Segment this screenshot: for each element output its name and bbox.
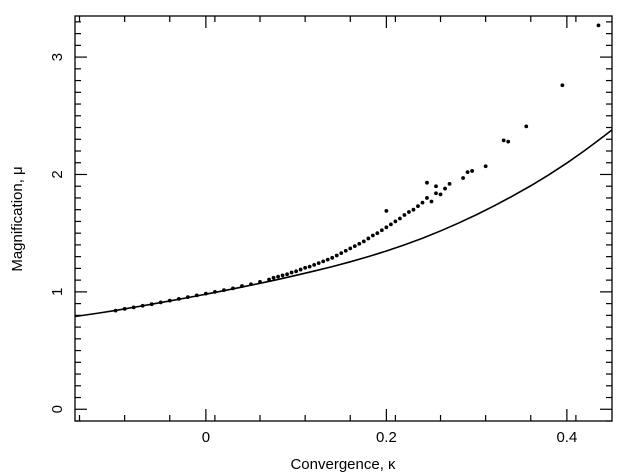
data-point (388, 222, 393, 227)
axis-ticks (75, 16, 612, 422)
data-point (379, 228, 384, 233)
data-point (361, 239, 366, 244)
data-point (158, 300, 163, 305)
y-tick-label: 1 (49, 288, 66, 296)
data-point (443, 186, 447, 191)
data-point (113, 308, 118, 313)
data-point (258, 279, 262, 284)
data-point (357, 241, 362, 246)
data-point (425, 196, 429, 200)
data-point (212, 289, 217, 294)
data-point (384, 225, 389, 230)
data-point (325, 257, 330, 262)
data-point (348, 246, 353, 251)
data-point (596, 23, 601, 28)
data-point (506, 139, 511, 144)
data-point (240, 284, 244, 288)
data-point (461, 176, 465, 180)
data-point (249, 282, 253, 287)
data-point (434, 184, 438, 189)
data-point (393, 219, 398, 224)
model-curve (74, 129, 613, 318)
data-point (438, 192, 443, 197)
tick-labels: 0 0.2 0.4 0 1 2 3 (49, 53, 577, 446)
data-point (411, 207, 416, 212)
data-point (298, 267, 303, 272)
data-point (321, 259, 326, 264)
data-point (185, 295, 190, 300)
data-point (366, 236, 371, 241)
data-point (285, 272, 289, 277)
data-point (231, 286, 235, 291)
data-point (560, 83, 565, 88)
data-point (294, 269, 299, 274)
data-point (276, 274, 280, 279)
data-point (194, 293, 199, 298)
data-point (343, 248, 348, 253)
data-point (339, 251, 344, 256)
data-point (149, 302, 154, 307)
data-point (267, 277, 271, 282)
x-axis-title: Convergence, κ (290, 456, 396, 473)
data-point (330, 255, 335, 260)
data-point (271, 275, 276, 280)
data-point (470, 169, 475, 173)
data-point (429, 199, 434, 204)
data-point (131, 305, 136, 310)
data-point (316, 261, 321, 266)
data-point (402, 213, 407, 217)
data-point (222, 288, 226, 293)
data-point (501, 138, 506, 143)
data-point (465, 170, 470, 175)
data-point (407, 210, 411, 214)
data-point (416, 204, 420, 209)
x-tick-label: 0 (202, 429, 210, 446)
data-point (370, 233, 375, 238)
data-point (375, 231, 380, 236)
data-point (434, 191, 438, 196)
data-point (203, 291, 208, 296)
data-point (420, 200, 425, 205)
data-point (384, 208, 389, 213)
data-point (425, 180, 429, 185)
plot-frame (74, 15, 613, 422)
data-point (398, 216, 402, 221)
data-point (176, 297, 181, 301)
x-tick-label: 0.4 (556, 429, 577, 446)
y-axis-title: Magnification, μ (9, 166, 26, 271)
data-point (167, 298, 172, 303)
x-tick-label: 0.2 (376, 429, 397, 446)
y-tick-label: 0 (49, 405, 66, 413)
data-point (524, 124, 529, 129)
scatter-points (113, 23, 601, 313)
y-tick-label: 3 (49, 53, 66, 61)
data-point (447, 181, 452, 186)
data-point (122, 306, 127, 311)
data-point (280, 273, 285, 278)
data-point (307, 264, 312, 269)
data-point (312, 262, 317, 267)
data-point (303, 265, 308, 270)
data-point (352, 244, 357, 248)
data-point (289, 270, 294, 275)
data-point (483, 164, 488, 169)
y-tick-label: 2 (49, 170, 66, 178)
data-point (140, 303, 145, 308)
data-point (334, 253, 339, 258)
